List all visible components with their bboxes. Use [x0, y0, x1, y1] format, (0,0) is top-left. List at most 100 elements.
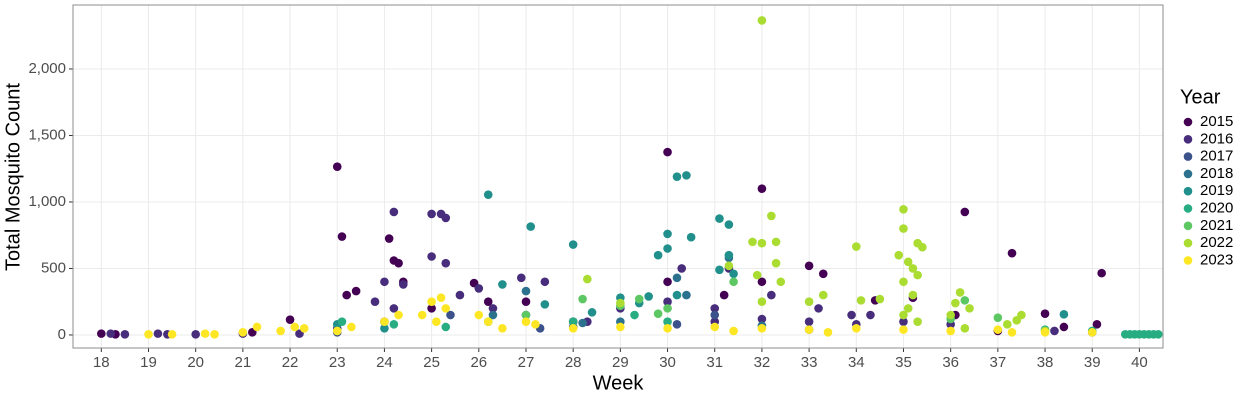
point	[653, 250, 663, 260]
x-tick-label: 35	[895, 354, 912, 371]
point	[427, 209, 436, 219]
point	[903, 304, 913, 313]
x-tick-label: 19	[140, 354, 157, 371]
x-tick-label: 39	[1084, 354, 1101, 371]
point	[531, 320, 540, 329]
point	[526, 222, 536, 231]
legend-title: Year	[1180, 86, 1221, 108]
point	[455, 290, 465, 300]
point	[1092, 320, 1102, 329]
y-tick-label: 1,000	[28, 193, 66, 210]
point	[686, 232, 696, 242]
y-tick-label: 500	[41, 259, 66, 276]
x-tick-label: 22	[282, 354, 299, 371]
point	[474, 284, 484, 293]
point	[394, 258, 403, 268]
point	[1002, 320, 1012, 329]
x-tick-label: 26	[470, 354, 487, 371]
point	[715, 265, 724, 275]
point	[483, 317, 493, 326]
point	[866, 310, 875, 320]
point	[210, 330, 219, 339]
point	[771, 237, 781, 247]
point	[337, 317, 347, 326]
point	[1040, 328, 1050, 337]
legend-swatch	[1183, 238, 1193, 248]
point	[521, 310, 531, 320]
point	[191, 330, 200, 339]
point	[521, 317, 531, 326]
legend-label: 2021	[1200, 217, 1233, 234]
point	[441, 322, 451, 332]
legend-label: 2015	[1200, 113, 1233, 130]
point	[389, 320, 399, 329]
point	[540, 300, 550, 309]
point	[106, 329, 116, 338]
point	[715, 214, 724, 223]
point	[427, 252, 436, 261]
point	[710, 322, 720, 332]
point	[710, 310, 720, 320]
x-tick-label: 37	[990, 354, 1007, 371]
point	[899, 224, 908, 233]
point	[682, 290, 691, 300]
point	[729, 326, 738, 336]
point	[474, 310, 484, 320]
point	[384, 234, 394, 243]
point	[342, 290, 351, 300]
x-tick-label: 24	[376, 354, 393, 371]
point	[380, 324, 389, 333]
legend-label: 2023	[1200, 251, 1233, 268]
point	[441, 304, 451, 313]
point	[568, 324, 578, 333]
point	[1007, 248, 1017, 258]
point	[946, 326, 955, 336]
point	[663, 297, 672, 307]
point	[436, 293, 446, 303]
point	[389, 207, 399, 217]
point	[587, 308, 597, 317]
legend-label: 2020	[1200, 199, 1233, 216]
point	[578, 318, 587, 328]
plot-border	[72, 4, 1164, 349]
x-tick-label: 29	[612, 354, 629, 371]
point	[757, 16, 767, 25]
grid: 0 500 1,000 1,500 2,000 18 19 20 21 22 23 24 25 26 27 2…	[28, 5, 1163, 371]
point	[299, 324, 309, 333]
point	[578, 294, 587, 304]
points	[97, 16, 1163, 339]
point	[899, 310, 908, 320]
point	[993, 325, 1003, 334]
point	[908, 264, 918, 273]
point	[483, 297, 493, 307]
point	[389, 304, 399, 313]
point	[663, 304, 672, 313]
point	[351, 286, 361, 296]
legend-swatch	[1183, 256, 1193, 265]
point	[899, 325, 908, 334]
point	[441, 213, 451, 223]
point	[427, 297, 436, 307]
point	[540, 277, 550, 287]
point	[498, 280, 507, 289]
point	[847, 310, 856, 320]
point	[1017, 310, 1026, 320]
point	[672, 290, 682, 300]
point	[814, 304, 823, 313]
point	[894, 250, 904, 260]
x-tick-label: 30	[659, 354, 676, 371]
point	[634, 294, 644, 304]
point	[427, 304, 436, 313]
point	[960, 296, 970, 305]
point	[757, 277, 767, 287]
point	[851, 324, 861, 333]
x-tick-label: 21	[235, 354, 252, 371]
point	[498, 324, 507, 333]
point	[757, 238, 767, 248]
point	[144, 330, 153, 339]
y-tick-label: 2,000	[28, 60, 66, 77]
point	[899, 317, 908, 326]
point	[903, 257, 913, 267]
